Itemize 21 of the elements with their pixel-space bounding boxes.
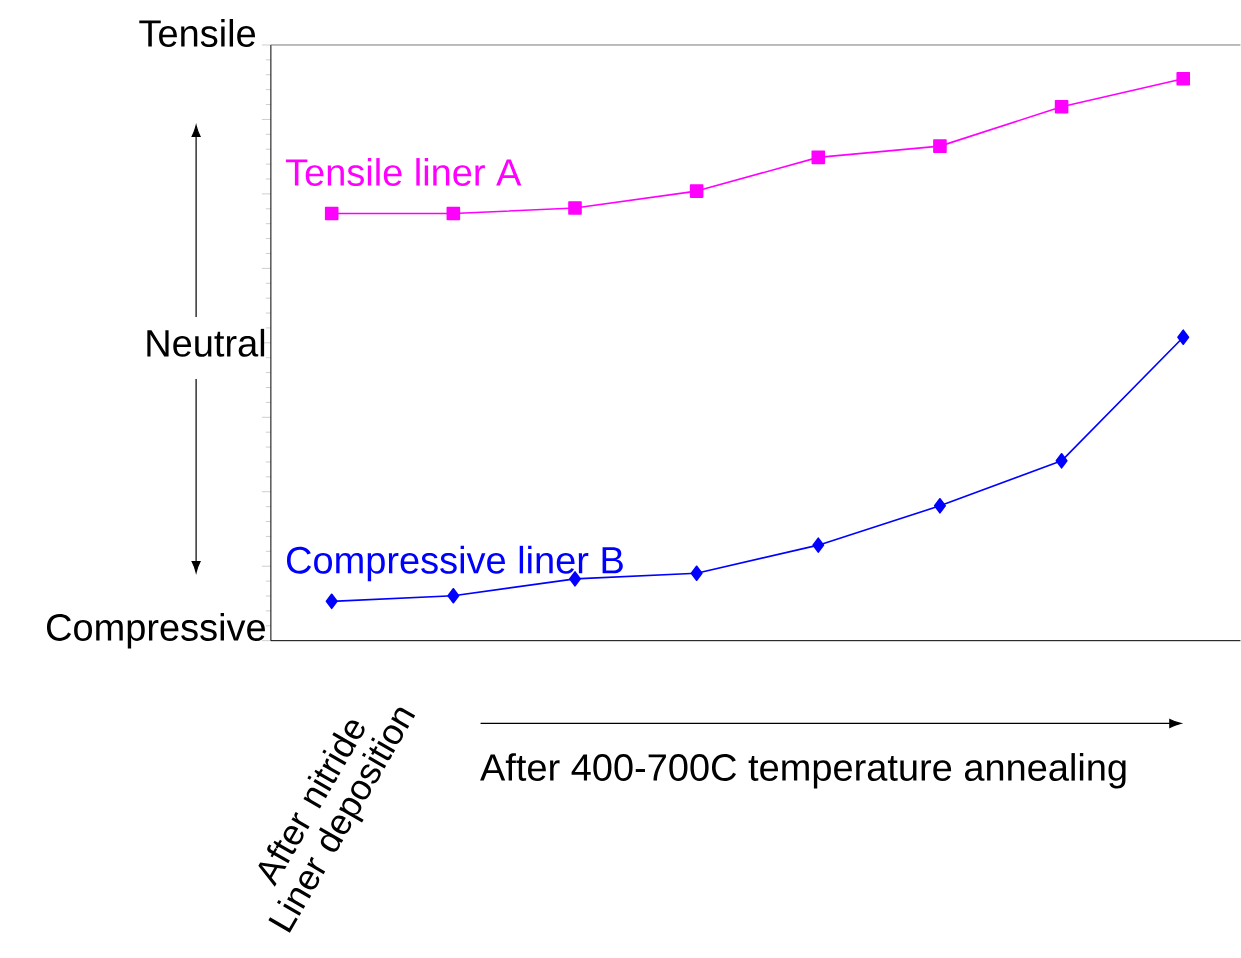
point [568,201,582,215]
series-label: Compressive liner B [287,545,623,582]
point [447,587,460,604]
point [689,184,704,198]
point [690,565,703,582]
text: Neutral [147,328,265,357]
text: Tensile [139,19,256,47]
point [446,206,461,221]
point [811,150,826,165]
series-label: Tensile liner A [285,158,522,186]
point [1054,100,1069,114]
point [1176,71,1191,86]
text: Compressive [46,613,265,649]
point [325,593,338,610]
text: After 400-700C temperature annealing [480,753,1126,789]
point [933,139,947,153]
point [1177,329,1190,346]
point [933,498,946,514]
point [812,537,825,553]
point [1055,453,1068,469]
point [324,206,339,221]
